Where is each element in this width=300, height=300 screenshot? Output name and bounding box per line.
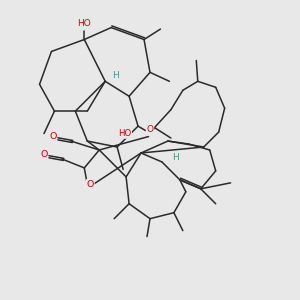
Text: HO: HO <box>118 129 131 138</box>
Text: H: H <box>112 71 119 80</box>
Text: HO: HO <box>77 19 91 28</box>
Text: O: O <box>49 132 57 141</box>
Text: O: O <box>146 124 154 134</box>
Text: O: O <box>87 180 94 189</box>
Text: O: O <box>40 150 48 159</box>
Text: H: H <box>172 153 179 162</box>
